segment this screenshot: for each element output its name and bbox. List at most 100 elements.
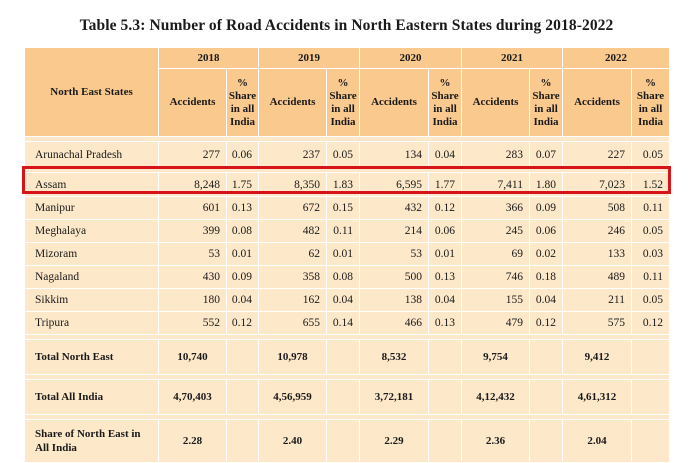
accidents-value: 214 [359,219,429,243]
share-subheader-line: India [432,115,458,128]
table-row: Manipur 601 0.13 672 0.15 432 0.12 366 0.09 508 0.… [24,196,670,220]
accidents-value: 7,023 [562,172,632,197]
accidents-value: 358 [258,265,327,289]
accidents-value: 245 [461,219,530,243]
accidents-value: 180 [158,288,227,312]
accidents-value: 489 [562,265,632,289]
share-value: 1.77 [428,172,462,197]
share-value: 0.13 [226,196,259,220]
accidents-value: 601 [158,196,227,220]
share-value: 0.04 [529,288,563,312]
share-value: 0.15 [326,196,360,220]
total-value: 8,532 [359,339,429,375]
accidents-value: 500 [359,265,429,289]
empty-cell [226,419,259,463]
share-subheader-line: % [439,76,451,89]
share-value: 0.05 [631,219,670,243]
share-subheader-line: India [637,115,664,128]
share-value: 0.14 [326,311,360,335]
accidents-value: 8,350 [258,172,327,197]
road-accidents-table: North East States 2018 2019 2020 2021 20… [24,47,670,463]
table-row: Sikkim 180 0.04 162 0.04 138 0.04 155 0.04 211 0.0… [24,288,670,312]
share-subheader-line: Share [228,89,257,102]
share-value: 0.13 [428,265,462,289]
share-value: 0.11 [631,196,670,220]
share-value: 1.83 [326,172,360,197]
accidents-value: 655 [258,311,327,335]
table-title: Table 5.3: Number of Road Accidents in N… [79,17,614,34]
share-value: 0.03 [631,242,670,266]
accidents-value: 575 [562,311,632,335]
accidents-value: 211 [562,288,632,312]
accidents-value: 133 [562,242,632,266]
total-value: 3,72,181 [359,379,429,415]
accidents-value: 53 [359,242,429,266]
empty-cell [529,379,563,415]
total-label: Share of North East in All India [24,419,159,463]
share-subheader: % Share in all India [428,68,462,137]
year-header: 2022 [562,47,670,69]
accidents-subheader: Accidents [158,68,227,137]
total-row: Total North East 10,740 10,978 8,532 9,754 9,… [24,339,670,375]
total-row: Total All India 4,70,403 4,56,959 3,72,181 4… [24,379,670,415]
empty-cell [631,379,670,415]
accidents-value: 283 [461,141,530,168]
accidents-subheader: Accidents [359,68,429,137]
share-subheader-line: in all [331,102,355,115]
total-value: 4,56,959 [258,379,327,415]
table-row: Tripura 552 0.12 655 0.14 466 0.13 479 0.12 575 0.… [24,311,670,335]
share-value: 0.01 [428,242,462,266]
year-header: 2021 [461,47,563,69]
empty-cell [631,339,670,375]
accidents-value: 246 [562,219,632,243]
empty-cell [326,419,360,463]
share-subheader: % Share in all India [326,68,360,137]
accidents-subheader: Accidents [258,68,327,137]
accidents-value: 366 [461,196,530,220]
share-value: 0.09 [226,265,259,289]
share-subheader-line: Share [431,89,459,102]
share-subheader-line: in all [230,102,255,115]
accidents-value: 62 [258,242,327,266]
share-subheader-line: % [337,76,349,89]
share-value: 0.04 [326,288,360,312]
share-value: 0.04 [226,288,259,312]
share-subheader: % Share in all India [226,68,259,137]
share-value: 0.12 [428,196,462,220]
accidents-value: 8,248 [158,172,227,197]
share-value: 1.80 [529,172,563,197]
share-subheader: % Share in all India [529,68,563,137]
total-value: 9,412 [562,339,632,375]
share-subheader-line: India [533,115,559,128]
total-value: 2.28 [158,419,227,463]
share-value: 0.08 [326,265,360,289]
table-row: Assam 8,248 1.75 8,350 1.83 6,595 1.77 7,411 1.8… [24,172,670,197]
total-label: Total All India [24,379,159,415]
table-row: Mizoram 53 0.01 62 0.01 53 0.01 69 0.02 133 0.03 [24,242,670,266]
accidents-value: 53 [158,242,227,266]
accidents-value: 508 [562,196,632,220]
total-label-line: All India [35,442,77,454]
total-label-line: Share of North East in [35,428,141,440]
share-subheader-line: in all [433,102,457,115]
share-value: 0.02 [529,242,563,266]
total-value: 9,754 [461,339,530,375]
accidents-value: 7,411 [461,172,530,197]
state-name: Assam [24,172,159,197]
total-value: 4,12,432 [461,379,530,415]
empty-cell [428,419,462,463]
accidents-value: 399 [158,219,227,243]
share-value: 0.01 [326,242,360,266]
year-header: 2018 [158,47,259,69]
share-value: 0.06 [226,141,259,168]
empty-cell [326,379,360,415]
share-value: 0.06 [529,219,563,243]
share-value: 0.04 [428,141,462,168]
empty-cell [529,339,563,375]
share-value: 0.07 [529,141,563,168]
accidents-value: 746 [461,265,530,289]
share-subheader-line: % [645,76,656,89]
total-value: 2.40 [258,419,327,463]
empty-cell [631,419,670,463]
share-value: 0.12 [631,311,670,335]
